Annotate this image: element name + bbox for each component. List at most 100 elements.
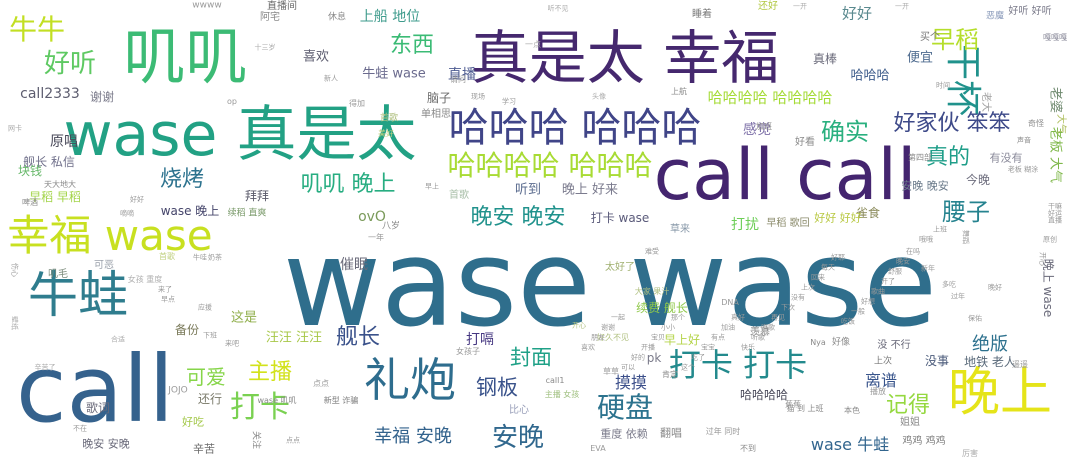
word: 上次 (801, 283, 815, 292)
word: 叽毛 (48, 269, 68, 280)
word: 辛苦 (193, 442, 215, 456)
word: 打卡 (230, 390, 290, 425)
word: 好好 (841, 4, 873, 23)
word: 好耶 (831, 253, 845, 262)
word: 单相思 (421, 109, 451, 120)
word: 汪汪 汪汪 (265, 330, 323, 346)
word: 雀食 (855, 206, 881, 220)
word: 哈哈哈哈 哈哈哈 (447, 149, 653, 182)
word: 合适 (111, 335, 125, 344)
word: 晚安 晚安 (470, 205, 566, 230)
word: JOJO (168, 385, 188, 396)
word: 吃了 (691, 353, 705, 362)
word: 一年 (368, 233, 384, 242)
word: 好听 (43, 49, 97, 79)
word: 直播 (1048, 216, 1062, 225)
word: 翻唱 (660, 426, 682, 440)
word: 干嘛 (1048, 202, 1062, 211)
word: 遥遥 (1012, 360, 1028, 369)
word: 感觉 (743, 122, 771, 138)
word: 播放 (870, 387, 886, 396)
word: 嘎嘎嘎 (1043, 33, 1067, 42)
word: 吃饭 (841, 317, 855, 326)
word: 叽叽 (122, 20, 248, 93)
word: 辛苦了 (34, 363, 56, 372)
word: 美好 (378, 129, 394, 138)
word: 草草 (603, 367, 619, 376)
word: 可爱 (186, 365, 226, 389)
word: 小小 (661, 323, 675, 332)
word: 直播间 (267, 1, 297, 12)
word: 唱歌 (761, 323, 775, 332)
word: 多吃 (942, 280, 956, 289)
word: 歌曲 (871, 287, 885, 296)
word: 一开 (793, 2, 807, 11)
word: 没有 (791, 293, 805, 302)
word: 没 不行 (877, 340, 911, 351)
word: 十三岁 (254, 43, 276, 52)
word: 记得 (885, 393, 931, 418)
word: 新型 诈骗 (323, 396, 359, 405)
word: 安晚 晚安 (901, 179, 949, 193)
word: 好好 (130, 195, 144, 204)
word: 可恶 (94, 260, 114, 271)
word: 点点 (286, 436, 300, 445)
word: 晚上 好来 (561, 182, 619, 198)
word: 哈哈哈 哈哈哈 (448, 105, 702, 151)
word: 八岁 (381, 221, 401, 232)
word: 草来 (670, 224, 690, 235)
word: 原唱 (50, 134, 78, 150)
word: 舰长 私信 (23, 155, 75, 169)
word: 打卡 打卡 (668, 346, 808, 384)
word: 回来 (811, 273, 825, 282)
word: 学习 (502, 97, 516, 106)
word: 牛蛙 wase (362, 66, 426, 82)
word: 过年 同时 (705, 427, 741, 436)
word: wase 晚上 (160, 204, 220, 218)
word: 啤酒 (22, 198, 38, 207)
word: call2333 (20, 86, 80, 102)
word: 听到 (514, 182, 542, 198)
word: wase 叽叽 (257, 396, 297, 405)
word: 牛哇 (193, 253, 207, 262)
word: 比心 (509, 405, 529, 416)
word: 早稻 早稻 (29, 190, 81, 204)
word: 应援 (198, 303, 212, 312)
word: 大家 果汁 (634, 287, 670, 296)
word: 老板 糊涂 (1007, 165, 1039, 174)
word: 好运 (1048, 209, 1062, 218)
word: 开了 (881, 277, 895, 286)
word: 下次 (781, 303, 795, 312)
word: 开心 (1038, 252, 1047, 266)
word: 歌词 (85, 401, 111, 415)
word: 真是太 幸福 (470, 24, 780, 92)
word: 不到 (740, 444, 756, 453)
word: 头像 (592, 92, 606, 101)
word: call1 (545, 376, 565, 385)
word: 新年 (921, 264, 935, 273)
word: 好像 (831, 337, 851, 348)
word: 宝贝 (651, 333, 665, 342)
word: 谢谢 (89, 90, 115, 104)
word: 有没有 (989, 151, 1023, 165)
word: 新人 (324, 74, 338, 83)
word: 好听 好听 (1008, 6, 1052, 17)
word: 封面 (510, 345, 552, 370)
word: 腰子 (942, 198, 990, 226)
word: 下班 (203, 331, 217, 340)
word: 催眠 (340, 257, 368, 273)
word: 哈哈哈哈 (739, 388, 789, 402)
word: 奶茶 (208, 253, 222, 262)
word: 早上好 (663, 333, 701, 347)
word: 主播 (247, 360, 293, 385)
word: 老板 大气 (1047, 126, 1063, 184)
word: 网卡 (8, 124, 22, 133)
word: 保佑 (968, 314, 982, 323)
word: 肯定 (662, 370, 678, 379)
word: 来吧 (225, 339, 239, 348)
word: 有点 (711, 333, 725, 342)
word: 睡着 (692, 9, 712, 20)
word: 好家伙 笨笨 (893, 111, 1011, 136)
word: 好看 (795, 137, 815, 148)
